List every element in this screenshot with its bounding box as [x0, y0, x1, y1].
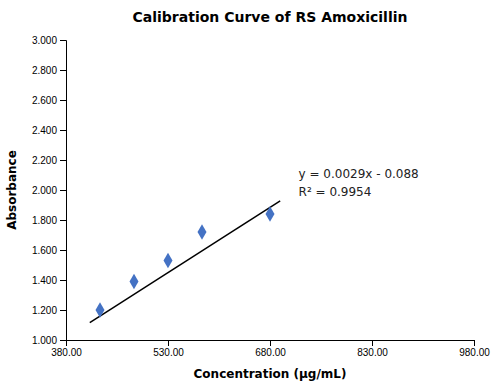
y-tick-label: 1.000 — [32, 335, 57, 346]
annotation-line: R² = 0.9954 — [299, 185, 372, 199]
y-tick-mark — [60, 40, 66, 41]
fit-line — [90, 201, 280, 323]
y-tick-mark — [60, 70, 66, 71]
point — [198, 224, 207, 240]
x-tick: 830.00 — [357, 340, 388, 358]
x-tick: 980.00 — [459, 340, 490, 358]
y-axis: 1.000 1.200 1.400 1.600 1.800 2.000 2.200 2.400… — [32, 35, 67, 346]
y-tick-label: 3.000 — [32, 35, 57, 46]
y-tick-label: 1.600 — [32, 245, 57, 256]
y-tick-mark — [60, 100, 66, 101]
y-tick-mark — [60, 250, 66, 251]
y-tick-label: 2.400 — [32, 125, 57, 136]
y-axis-line — [60, 41, 67, 341]
point — [96, 302, 105, 318]
y-tick: 1.800 — [32, 215, 66, 226]
x-axis: 380.00 530.00 680.00 830.00 980.00 — [51, 340, 490, 358]
plot-area — [90, 201, 280, 323]
y-tick: 3.000 — [32, 35, 66, 46]
x-tick: 680.00 — [255, 340, 286, 358]
title: Calibration Curve of RS Amoxicillin — [133, 9, 408, 25]
y-axis-title: Absorbance — [5, 150, 19, 230]
x-tick-mark — [474, 340, 475, 346]
y-tick-label: 2.800 — [32, 65, 57, 76]
y-tick-mark — [60, 220, 66, 221]
x-tick: 530.00 — [153, 340, 184, 358]
y-tick-mark — [60, 160, 66, 161]
y-tick-label: 1.400 — [32, 275, 57, 286]
x-axis-title: Concentration (μg/mL) — [194, 367, 347, 381]
point — [164, 253, 173, 269]
y-tick: 1.600 — [32, 245, 66, 256]
y-tick: 1.400 — [32, 275, 66, 286]
x-axis-line — [67, 341, 475, 347]
x-tick-label: 380.00 — [51, 347, 82, 358]
point — [130, 274, 139, 290]
x-tick-mark — [372, 340, 373, 346]
y-tick-label: 2.600 — [32, 95, 57, 106]
x-tick-label: 830.00 — [357, 347, 388, 358]
x-tick-label: 680.00 — [255, 347, 286, 358]
annotation-line: y = 0.0029x - 0.088 — [299, 167, 419, 181]
point — [266, 206, 275, 222]
y-tick-mark — [60, 280, 66, 281]
chart: 380.00 530.00 680.00 830.00 980.00 1.000 1.200… — [0, 0, 500, 390]
y-tick-mark — [60, 340, 66, 341]
y-tick: 2.200 — [32, 155, 66, 166]
y-tick-label: 1.200 — [32, 305, 57, 316]
y-tick-mark — [60, 130, 66, 131]
y-tick: 2.600 — [32, 95, 66, 106]
y-tick: 2.400 — [32, 125, 66, 136]
y-tick: 1.200 — [32, 305, 66, 316]
x-tick-mark — [270, 340, 271, 346]
y-tick-mark — [60, 310, 66, 311]
y-tick: 2.800 — [32, 65, 66, 76]
y-tick-label: 2.200 — [32, 155, 57, 166]
y-tick-label: 2.000 — [32, 185, 57, 196]
y-tick: 2.000 — [32, 185, 66, 196]
annotation: y = 0.0029x - 0.088 R² = 0.9954 — [299, 167, 419, 199]
y-tick-mark — [60, 190, 66, 191]
x-tick-mark — [168, 340, 169, 346]
y-tick: 1.000 — [32, 335, 66, 346]
x-tick-label: 530.00 — [153, 347, 184, 358]
x-tick-label: 980.00 — [459, 347, 490, 358]
y-tick-label: 1.800 — [32, 215, 57, 226]
